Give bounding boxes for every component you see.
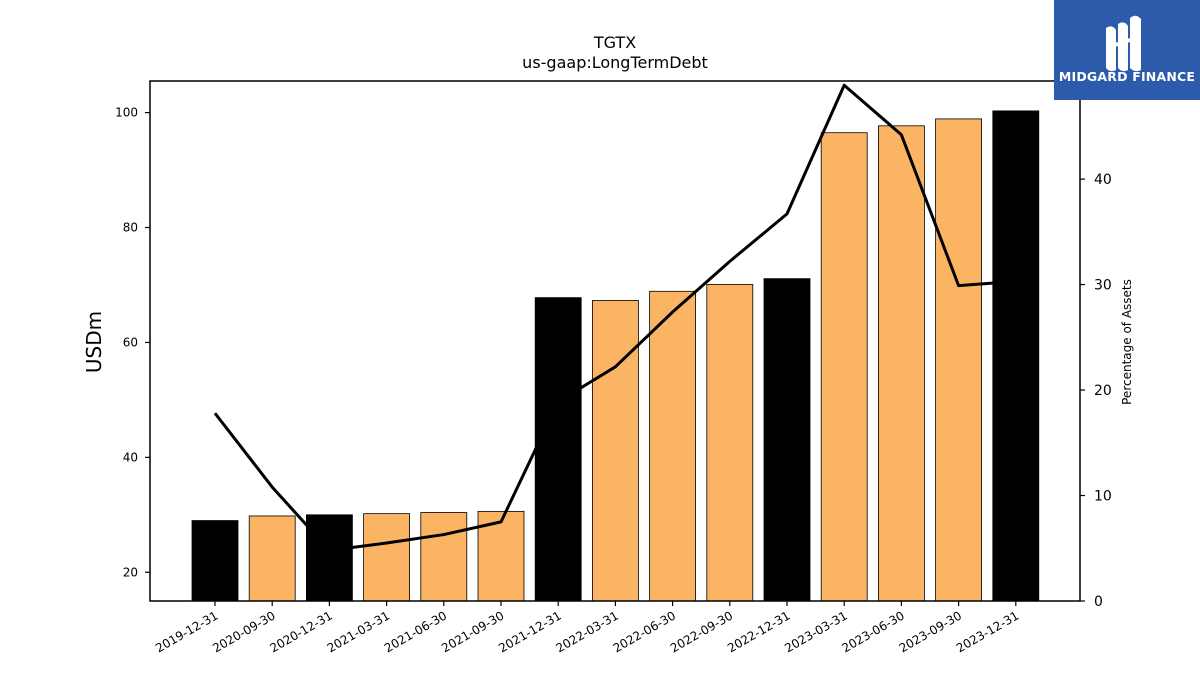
x-tick-label: 2022-09-30 (668, 608, 735, 655)
y-tick-label: 60 (123, 335, 138, 349)
y2-tick-label: 30 (1094, 278, 1112, 294)
x-tick-label: 2021-09-30 (439, 608, 506, 655)
y2-tick-label: 10 (1094, 489, 1112, 505)
bar (992, 110, 1040, 602)
y2-axis-label: Percentage of Assets (1120, 279, 1134, 405)
bar (191, 520, 239, 602)
bar (592, 300, 639, 602)
bar (935, 118, 982, 602)
x-tick-label: 2023-06-30 (839, 608, 906, 655)
bar (878, 125, 925, 602)
x-tick-label: 2020-12-31 (267, 608, 334, 655)
brand-emblem-icon (1106, 15, 1141, 72)
y2-tick-label: 0 (1094, 594, 1103, 610)
bar (534, 297, 582, 602)
y-axis-label: USDm (82, 311, 106, 373)
chart-title: TGTX (593, 33, 636, 52)
line-series (213, 83, 1016, 552)
bar (420, 512, 468, 602)
brand-logo-graphic (1054, 0, 1200, 100)
bar (363, 513, 411, 602)
brand-name: MIDGARD FINANCE (1058, 69, 1196, 84)
x-tick-label: 2021-12-31 (496, 608, 563, 655)
x-tick-label: 2020-09-30 (210, 608, 277, 655)
x-tick-label: 2022-12-31 (725, 608, 792, 655)
bar (706, 284, 754, 602)
y-tick-label: 100 (115, 106, 138, 120)
brand-logo: MIDGARD FINANCE (1054, 0, 1200, 100)
x-tick-label: 2021-03-31 (325, 608, 392, 655)
bar (305, 514, 353, 602)
y2-tick-label: 40 (1094, 172, 1112, 188)
bar-series (191, 110, 1040, 602)
y-tick-label: 40 (123, 450, 138, 464)
x-tick-label: 2019-12-31 (153, 608, 220, 655)
y-tick-label: 80 (123, 221, 138, 235)
x-tick-label: 2022-06-30 (611, 608, 678, 655)
y-tick-label: 20 (123, 565, 138, 579)
x-tick-label: 2023-03-31 (782, 608, 849, 655)
bar (649, 290, 696, 602)
chart-subtitle: us-gaap:LongTermDebt (522, 53, 708, 72)
bar (820, 132, 868, 602)
x-tick-label: 2023-12-31 (954, 608, 1021, 655)
bar (763, 278, 811, 602)
x-tick-label: 2022-03-31 (553, 608, 620, 655)
y2-tick-label: 20 (1094, 383, 1112, 399)
x-tick-label: 2023-09-30 (897, 608, 964, 655)
bar (248, 515, 296, 602)
x-tick-label: 2021-06-30 (382, 608, 449, 655)
